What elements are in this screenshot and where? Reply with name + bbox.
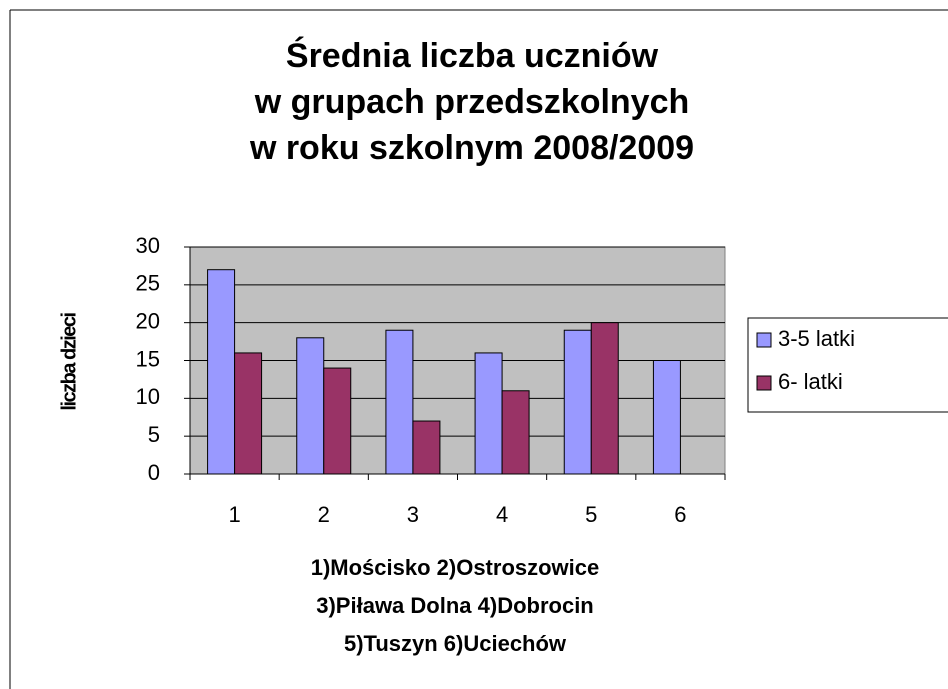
x-tick-label: 4 [496,502,508,527]
bar [563,329,592,475]
x-axis-label: 1)Mościsko 2)Ostroszowice [311,555,600,580]
legend-swatch [756,375,772,391]
x-tick-label: 6 [674,502,686,527]
y-axis-label: liczba dzieci [58,312,80,410]
chart-title: Średnia liczba uczniów [286,37,659,75]
x-tick-label: 1 [228,502,240,527]
y-tick-label: 15 [136,346,160,371]
x-axis-label: 3)Piława Dolna 4)Dobrocin [316,593,594,618]
legend-swatch [756,332,772,348]
chart-title: w grupach przedszkolnych [254,83,690,121]
chart-title: w roku szkolnym 2008/2009 [249,129,694,167]
bar [474,352,503,475]
y-tick-label: 20 [136,308,160,333]
y-tick-label: 30 [136,233,160,258]
bar [207,269,236,475]
bar [590,322,619,475]
y-tick-label: 25 [136,271,160,296]
x-tick-label: 3 [407,502,419,527]
y-tick-label: 5 [148,422,160,447]
bar [412,420,441,475]
y-tick-label: 10 [136,384,160,409]
legend-label: 6- latki [778,369,843,394]
y-tick-label: 0 [148,460,160,485]
x-axis-label: 5)Tuszyn 6)Uciechów [344,631,567,656]
bar [652,360,681,475]
bar [501,390,530,475]
bar [234,352,263,475]
legend-label: 3-5 latki [778,326,855,351]
x-tick-label: 5 [585,502,597,527]
legend-box [747,317,948,413]
bar [323,367,352,475]
bar [385,329,414,475]
x-tick-label: 2 [318,502,330,527]
bar [296,337,325,475]
